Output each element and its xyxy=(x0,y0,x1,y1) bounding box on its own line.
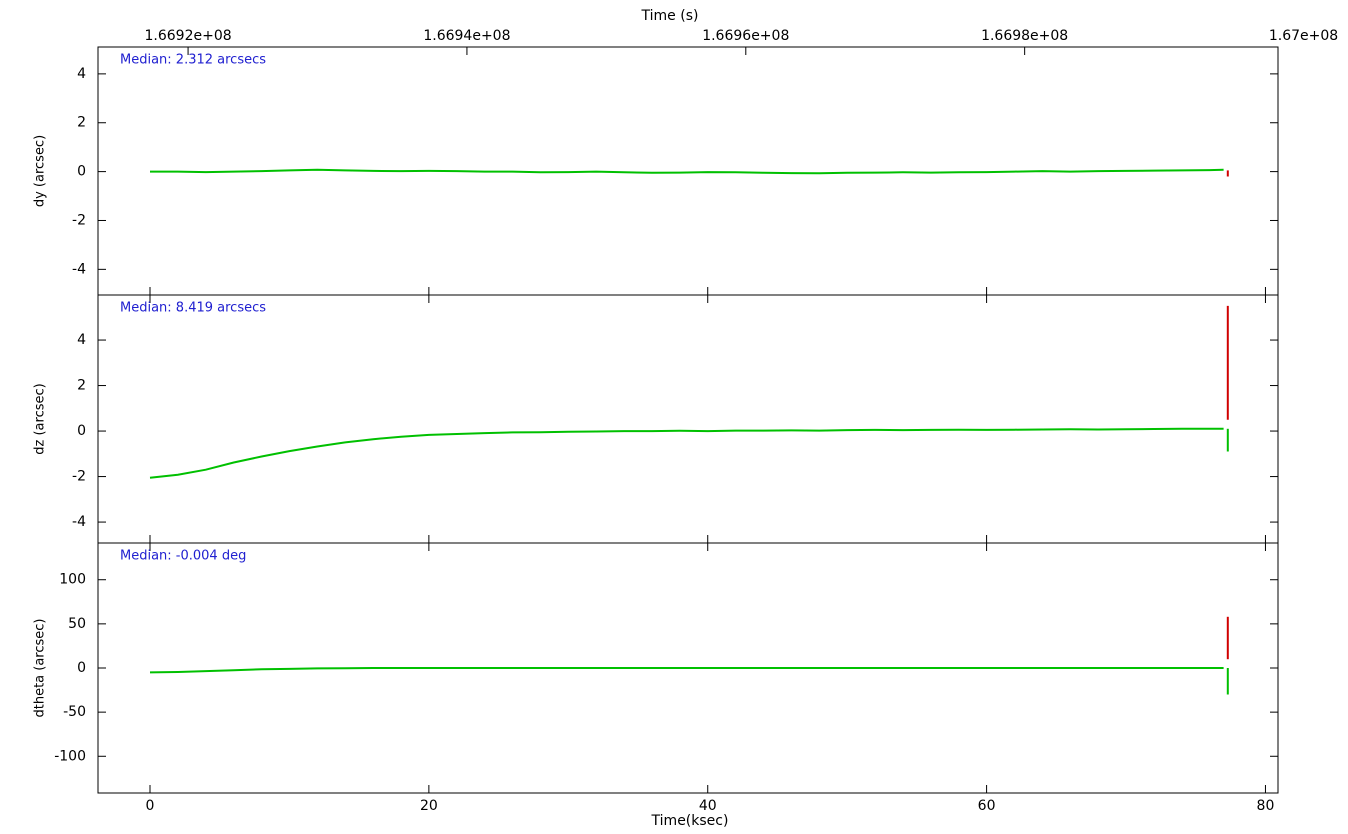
y-tick-label: 0 xyxy=(77,423,86,439)
x2-tick-label: 1.6698e+08 xyxy=(981,28,1068,44)
annotation: Median: 2.312 arcsecs xyxy=(120,53,266,68)
x-tick-label: 80 xyxy=(1257,798,1275,814)
annotation: Median: 8.419 arcsecs xyxy=(120,301,266,316)
y-tick-label: 4 xyxy=(77,66,86,82)
y-tick-label: 100 xyxy=(59,572,86,588)
x2-tick-label: 1.6694e+08 xyxy=(423,28,510,44)
data-line xyxy=(150,168,1224,175)
data-line xyxy=(149,667,1224,674)
y-axis-label: dtheta (arcsec) xyxy=(33,618,48,717)
x2-tick-label: 1.67e+08 xyxy=(1269,28,1338,44)
y-tick-label: -4 xyxy=(72,261,86,277)
y-tick-label: -2 xyxy=(72,469,86,485)
y-tick-label: 0 xyxy=(77,164,86,180)
y-axis-label: dy (arcsec) xyxy=(33,135,48,207)
y-tick-label: -4 xyxy=(72,514,86,530)
x2-axis-label: Time (s) xyxy=(641,8,699,24)
y-tick-label: -2 xyxy=(72,212,86,228)
y-tick-label: 2 xyxy=(77,378,86,394)
x-tick-label: 40 xyxy=(699,798,717,814)
x-axis-label: Time(ksec) xyxy=(651,813,729,829)
y-tick-label: 2 xyxy=(77,115,86,131)
x2-tick-label: 1.6696e+08 xyxy=(702,28,789,44)
y-axis-label: dz (arcsec) xyxy=(33,383,48,454)
y-tick-label: 0 xyxy=(77,660,86,676)
y-tick-label: 4 xyxy=(77,332,86,348)
plot-frame xyxy=(97,294,1279,544)
data-line xyxy=(149,427,1224,479)
x-tick-label: 20 xyxy=(420,798,438,814)
x-tick-label: 0 xyxy=(146,798,155,814)
annotation: Median: -0.004 deg xyxy=(120,549,246,564)
x2-tick-label: 1.6692e+08 xyxy=(144,28,231,44)
x-tick-label: 60 xyxy=(978,798,996,814)
y-tick-label: -100 xyxy=(54,748,86,764)
y-tick-label: -50 xyxy=(63,704,86,720)
y-tick-label: 50 xyxy=(68,616,86,632)
